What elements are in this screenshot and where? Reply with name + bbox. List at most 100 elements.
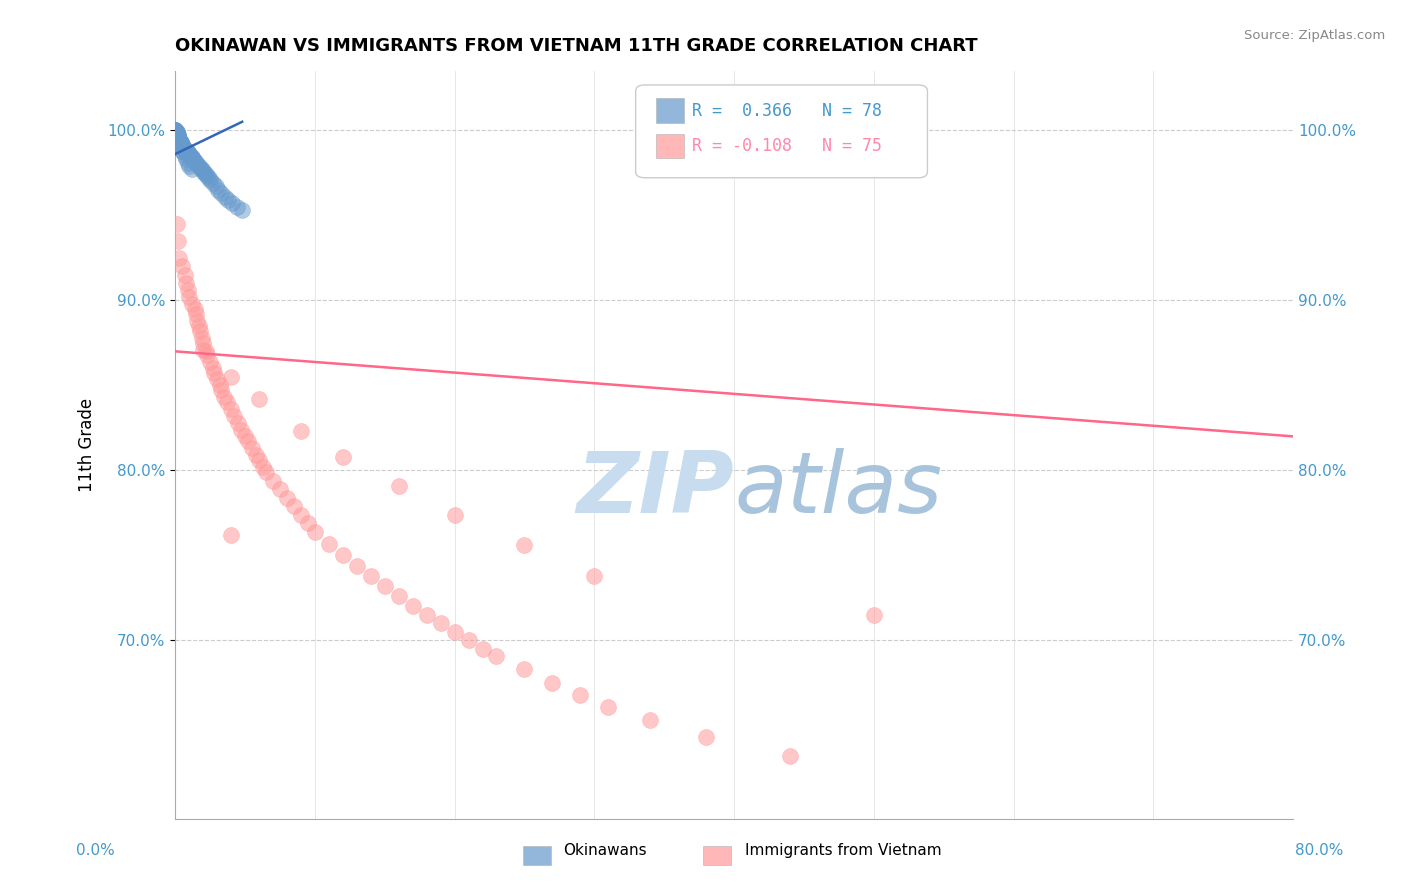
Point	[415, 607, 437, 622]
Point	[172, 260, 194, 274]
Point	[176, 283, 198, 297]
Point	[221, 196, 243, 211]
Point	[186, 157, 208, 171]
Point	[187, 318, 209, 333]
Point	[174, 144, 197, 158]
FancyBboxPatch shape	[655, 134, 683, 158]
Point	[165, 123, 187, 137]
Text: Source: ZipAtlas.com: Source: ZipAtlas.com	[1244, 29, 1385, 42]
Point	[169, 136, 191, 151]
Point	[457, 633, 479, 648]
Point	[276, 491, 298, 505]
Point	[332, 549, 354, 563]
Point	[188, 324, 211, 338]
Point	[166, 125, 188, 139]
Point	[513, 662, 536, 676]
Point	[225, 200, 247, 214]
Point	[202, 367, 225, 381]
Point	[177, 159, 200, 173]
Point	[166, 127, 188, 141]
Point	[209, 186, 232, 201]
Text: 80.0%: 80.0%	[1295, 843, 1343, 857]
Point	[173, 140, 195, 154]
Point	[217, 193, 239, 207]
Point	[183, 153, 205, 168]
Point	[167, 234, 190, 248]
Point	[165, 123, 187, 137]
Point	[174, 152, 197, 166]
Point	[174, 277, 197, 291]
Point	[165, 123, 187, 137]
Point	[184, 155, 207, 169]
Point	[173, 142, 195, 156]
Point	[166, 130, 188, 145]
Point	[443, 508, 465, 522]
Point	[173, 149, 195, 163]
Point	[862, 607, 884, 622]
Point	[208, 378, 231, 392]
Point	[173, 142, 195, 156]
Point	[167, 130, 190, 145]
Point	[513, 538, 536, 552]
Point	[222, 409, 245, 423]
Point	[541, 676, 564, 690]
Point	[173, 268, 195, 282]
Text: 0.0%: 0.0%	[76, 843, 115, 857]
Point	[172, 144, 194, 158]
Point	[245, 448, 267, 462]
Point	[184, 307, 207, 321]
Point	[583, 569, 606, 583]
Point	[181, 152, 204, 166]
Point	[167, 128, 190, 143]
Point	[443, 624, 465, 639]
Point	[374, 579, 396, 593]
Point	[169, 132, 191, 146]
FancyBboxPatch shape	[655, 98, 683, 123]
Point	[236, 434, 259, 449]
Point	[226, 416, 249, 430]
Point	[638, 714, 661, 728]
Point	[167, 130, 190, 145]
Point	[177, 290, 200, 304]
Point	[180, 162, 202, 177]
Text: Okinawans: Okinawans	[562, 843, 647, 857]
Point	[194, 344, 217, 359]
Point	[167, 128, 190, 143]
Point	[191, 335, 214, 350]
Text: atlas: atlas	[734, 449, 942, 532]
Point	[209, 384, 232, 398]
Point	[169, 133, 191, 147]
Point	[165, 123, 187, 137]
Point	[252, 460, 274, 475]
Point	[429, 616, 451, 631]
Point	[219, 528, 242, 542]
Point	[204, 179, 226, 194]
Point	[180, 151, 202, 165]
Point	[201, 361, 224, 376]
Point	[598, 699, 620, 714]
Point	[215, 395, 238, 409]
Point	[166, 128, 188, 143]
Point	[186, 314, 208, 328]
Point	[173, 145, 195, 160]
Point	[197, 170, 219, 185]
Point	[290, 508, 312, 522]
Point	[401, 599, 423, 614]
Point	[247, 453, 270, 467]
Point	[174, 144, 197, 158]
Point	[169, 251, 191, 265]
Point	[198, 172, 221, 186]
Point	[191, 164, 214, 178]
Point	[177, 147, 200, 161]
Point	[219, 402, 242, 417]
Point	[169, 132, 191, 146]
Point	[195, 348, 218, 362]
Point	[231, 203, 253, 218]
Point	[214, 189, 236, 203]
Point	[165, 125, 187, 139]
Point	[388, 589, 411, 603]
Point	[166, 127, 188, 141]
Point	[169, 133, 191, 147]
Point	[219, 369, 242, 384]
Point	[176, 145, 198, 160]
